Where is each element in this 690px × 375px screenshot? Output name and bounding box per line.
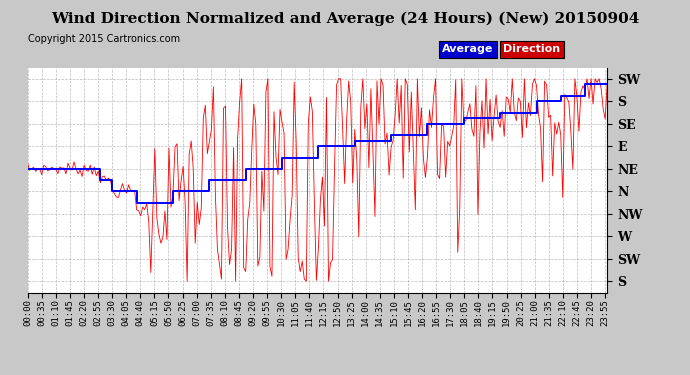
Text: Direction: Direction: [503, 45, 560, 54]
Text: Copyright 2015 Cartronics.com: Copyright 2015 Cartronics.com: [28, 34, 179, 44]
Text: Average: Average: [442, 45, 494, 54]
Text: Wind Direction Normalized and Average (24 Hours) (New) 20150904: Wind Direction Normalized and Average (2…: [51, 11, 639, 26]
